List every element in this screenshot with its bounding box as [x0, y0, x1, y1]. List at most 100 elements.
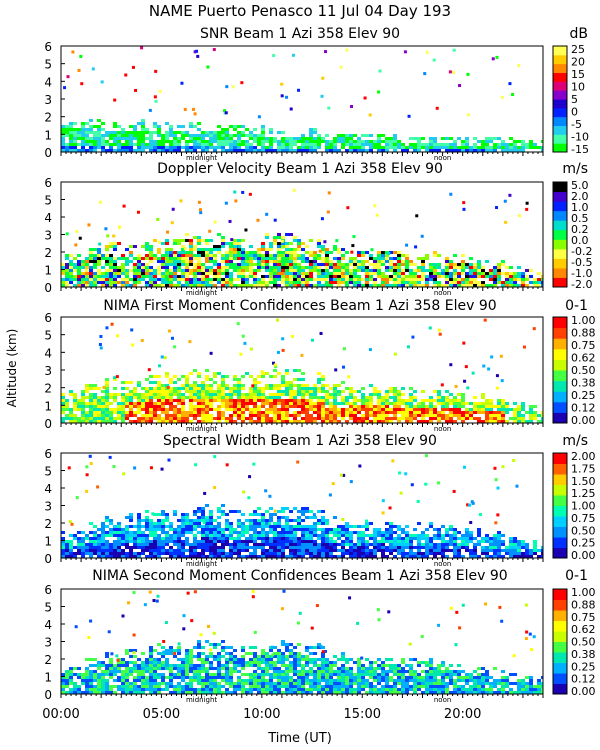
- y-tick-label: 0: [44, 281, 52, 295]
- colorbar-swatch: [553, 258, 567, 269]
- y-tick-label: 4: [44, 482, 52, 496]
- colorbar-label: -0.5: [571, 256, 592, 269]
- y-tick-label: 4: [44, 75, 52, 89]
- colorbar-swatch: [553, 474, 567, 485]
- colorbar-swatch: [553, 412, 567, 424]
- colorbar-swatch: [553, 652, 567, 663]
- colorbar-swatch: [553, 537, 567, 548]
- data-cells: [61, 454, 543, 558]
- y-tick-label: 0: [44, 417, 52, 431]
- colorbar-label: -10: [571, 131, 589, 144]
- y-tick-label: 1: [44, 399, 52, 413]
- y-tick-label: 1: [44, 128, 52, 142]
- colorbar-swatch: [553, 143, 567, 153]
- colorbar-swatch: [553, 370, 567, 382]
- colorbar-swatch: [553, 505, 567, 517]
- colorbar-swatch: [553, 547, 567, 559]
- panel-title: NIMA First Moment Confidences Beam 1 Azi…: [103, 298, 496, 314]
- data-cells: [61, 589, 543, 694]
- colorbar-swatch: [553, 327, 567, 339]
- panels-group: SNR Beam 1 Azi 358 Elev 90 dB 0 1 2 3 4 5 6 midni…: [42, 26, 595, 722]
- y-tick-label: 5: [44, 601, 52, 615]
- y-tick-label: 5: [44, 329, 52, 343]
- colorbar-label: 0.75: [571, 512, 596, 525]
- y-tick-label: 6: [44, 176, 52, 190]
- colorbar-swatch: [553, 267, 567, 278]
- colorbar-label: 0.38: [571, 648, 596, 661]
- x-tick-label: 00:00: [42, 707, 79, 722]
- noon-label: noon: [434, 425, 451, 433]
- figure-title: NAME Puerto Penasco 11 Jul 04 Day 193: [149, 2, 451, 20]
- y-tick-label: 0: [44, 552, 52, 566]
- y-tick-label: 4: [44, 346, 52, 360]
- colorbar-swatch: [553, 54, 567, 65]
- panel-title: SNR Beam 1 Azi 358 Elev 90: [200, 26, 400, 42]
- colorbar-units: m/s: [562, 161, 588, 177]
- colorbar-swatch: [553, 107, 567, 118]
- colorbar-swatch: [553, 673, 567, 684]
- y-tick-label: 3: [44, 229, 52, 243]
- colorbar-swatch: [553, 317, 567, 329]
- noon-label: noon: [434, 560, 451, 568]
- colorbar-label: 0.00: [571, 549, 596, 562]
- colorbar-label: 10: [571, 81, 585, 94]
- colorbar-label: -15: [571, 143, 589, 156]
- colorbar-label: 0.62: [571, 623, 596, 636]
- colorbar-label: 1.00: [571, 586, 596, 599]
- midnight-label: midnight: [186, 560, 217, 568]
- panel-5: NIMA Second Moment Confidences Beam 1 Az…: [44, 568, 595, 704]
- panel-2: Doppler Velocity Beam 1 Azi 358 Elev 90 m…: [44, 161, 592, 297]
- x-tick-label: 20:00: [444, 707, 481, 722]
- colorbar-swatch: [553, 134, 567, 144]
- colorbar-swatch: [553, 220, 567, 231]
- y-tick-label: 2: [44, 653, 52, 667]
- colorbar-label: 0.50: [571, 364, 596, 377]
- colorbar-label: 25: [571, 43, 585, 56]
- colorbar-label: 5: [571, 93, 578, 106]
- colorbar-swatch: [553, 116, 567, 126]
- colorbar-units: m/s: [562, 433, 588, 449]
- noon-label: noon: [434, 696, 451, 704]
- colorbar-swatch: [553, 516, 567, 527]
- colorbar-swatch: [553, 191, 567, 202]
- y-tick-label: 1: [44, 264, 52, 278]
- data-cells: [61, 188, 543, 287]
- colorbar-swatch: [553, 46, 567, 56]
- colorbar-label: 5.0: [571, 179, 589, 192]
- midnight-label: midnight: [186, 289, 217, 297]
- colorbar-label: 0.62: [571, 352, 596, 365]
- y-tick-label: 3: [44, 364, 52, 378]
- y-tick-label: 2: [44, 111, 52, 125]
- colorbar-label: 20: [571, 56, 585, 69]
- colorbar-swatch: [553, 380, 567, 392]
- colorbar-swatch: [553, 63, 567, 73]
- colorbar-swatch: [553, 463, 567, 475]
- colorbar-swatch: [553, 72, 567, 82]
- colorbar-label: 0.38: [571, 377, 596, 390]
- colorbar-label: -2.0: [571, 278, 592, 291]
- colorbar-units: 0-1: [565, 568, 588, 584]
- data-cells: [61, 318, 543, 423]
- colorbar-label: 0.88: [571, 327, 596, 340]
- x-tick-label: 15:00: [344, 707, 381, 722]
- colorbar-swatch: [553, 453, 567, 464]
- panel-title: Doppler Velocity Beam 1 Azi 358 Elev 90: [157, 161, 443, 177]
- y-tick-label: 6: [44, 311, 52, 325]
- colorbar-swatch: [553, 348, 567, 360]
- colorbar-swatch: [553, 484, 567, 496]
- y-tick-label: 5: [44, 58, 52, 72]
- colorbar-label: 0.0: [571, 234, 589, 247]
- colorbar-label: 0.50: [571, 636, 596, 649]
- colorbar-swatch: [553, 401, 567, 413]
- colorbar-label: 1.50: [571, 475, 596, 488]
- colorbar-swatch: [553, 359, 567, 371]
- colorbar-swatch: [553, 99, 567, 109]
- colorbar-frame: [552, 181, 568, 288]
- x-tick-label: 10:00: [243, 707, 280, 722]
- y-tick-label: 6: [44, 583, 52, 597]
- panel-4: Spectral Width Beam 1 Azi 358 Elev 90 m/s…: [44, 433, 595, 568]
- colorbar-label: 0.25: [571, 660, 596, 673]
- colorbar-swatch: [553, 125, 567, 135]
- midnight-label: midnight: [186, 425, 217, 433]
